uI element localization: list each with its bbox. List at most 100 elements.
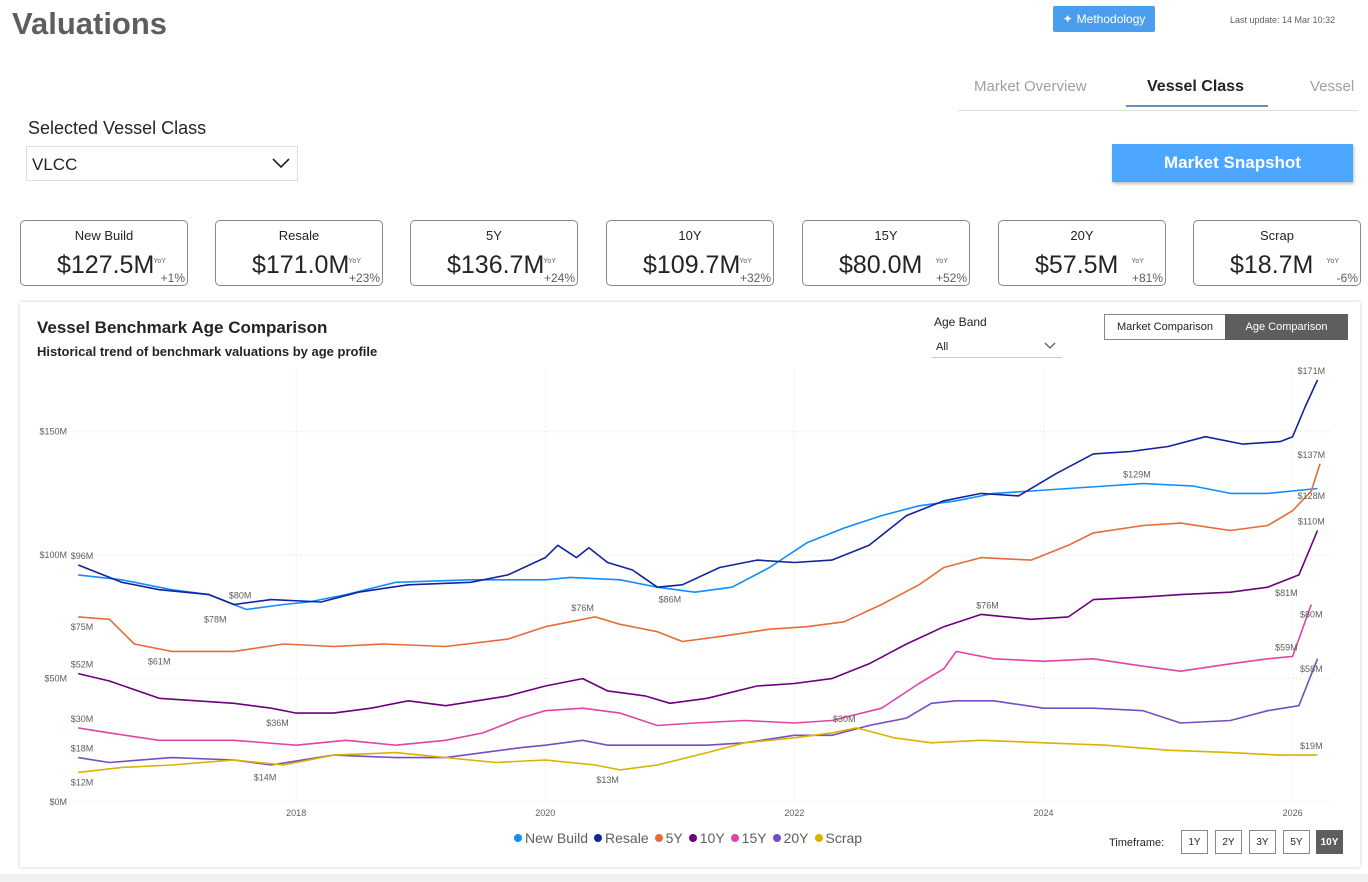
timeframe-1y-button[interactable]: 1Y [1181, 830, 1208, 854]
kpi-change: +24% [543, 271, 575, 285]
bottom-strip [0, 874, 1368, 882]
legend-label: 5Y [665, 830, 683, 846]
kpi-value: $136.7M [447, 251, 545, 279]
data-label: $76M [571, 603, 594, 613]
series-line-scrap [78, 727, 1318, 774]
legend-dot [814, 834, 823, 842]
methodology-label: Methodology [1076, 12, 1146, 26]
x-tick-label: 2020 [535, 808, 555, 818]
kpi-title: 10Y [678, 228, 702, 243]
legend-label: 15Y [741, 830, 767, 846]
y-tick-label: $0M [49, 797, 67, 807]
data-label: $19M [1300, 741, 1323, 751]
data-label: $137M [1298, 450, 1326, 460]
page-title: Valuations [12, 6, 168, 41]
age-band-value: All [936, 341, 949, 353]
kpi-value: $109.7M [643, 251, 741, 279]
legend-item-20y[interactable]: 20Y [772, 830, 809, 846]
data-label: $171M [1298, 366, 1326, 376]
age-comparison-toggle[interactable]: Age Comparison [1225, 314, 1348, 340]
kpi-title: 15Y [874, 228, 898, 243]
active-tab-indicator [1126, 105, 1268, 107]
legend-dot [514, 834, 522, 842]
chart-legend: New Build Resale 5Y 10Y 15Y 20Y Scrap [514, 830, 862, 846]
last-update: Last update: 14 Mar 10:32 [1230, 15, 1336, 25]
legend-label: 20Y [783, 830, 809, 846]
kpi-value: $80.0M [839, 251, 923, 279]
tab-vessel[interactable]: Vessel [1310, 78, 1355, 95]
market-snapshot-button[interactable]: Market Snapshot [1112, 144, 1353, 182]
kpi-change: +81% [1131, 271, 1163, 285]
timeframe-3y-button[interactable]: 3Y [1249, 830, 1276, 854]
kpi-card-20y: 20Y $57.5M YoY +81% [998, 220, 1166, 286]
data-label: $59M [1275, 642, 1298, 652]
series-line-10y [78, 530, 1319, 714]
legend-dot [688, 834, 697, 842]
data-label: $13M [596, 775, 619, 785]
data-label: $12M [71, 777, 94, 787]
legend-item-15y[interactable]: 15Y [730, 830, 767, 846]
kpi-card-new-build: New Build $127.5M YoY +1% [20, 220, 188, 286]
vessel-class-dropdown[interactable]: VLCC [26, 146, 298, 181]
data-label: $80M [1300, 610, 1323, 620]
legend-dot [654, 834, 663, 842]
chevron-down-icon [1044, 342, 1056, 349]
kpi-card-scrap: Scrap $18.7M YoY -6% [1193, 220, 1361, 286]
kpi-title: Scrap [1260, 228, 1294, 243]
kpi-card-15y: 15Y $80.0M YoY +52% [802, 220, 970, 286]
legend-item-scrap[interactable]: Scrap [814, 830, 863, 846]
kpi-title: 5Y [486, 228, 502, 243]
kpi-yoy-label: YoY [543, 258, 556, 265]
kpi-card-resale: Resale $171.0M YoY +23% [215, 220, 383, 286]
kpi-change: -6% [1336, 271, 1358, 285]
data-label: $76M [976, 600, 999, 610]
legend-dot [730, 834, 739, 842]
kpi-yoy-label: YoY [348, 258, 361, 265]
series-line-5y [78, 463, 1321, 653]
benchmark-chart-panel: Vessel Benchmark Age Comparison Historic… [20, 302, 1360, 867]
data-label: $129M [1123, 470, 1151, 480]
tab-market-overview[interactable]: Market Overview [974, 78, 1087, 95]
timeframe-5y-button[interactable]: 5Y [1283, 830, 1310, 854]
timeframe-label: Timeframe: [1109, 837, 1165, 849]
age-band-dropdown[interactable]: All [932, 335, 1062, 358]
kpi-yoy-label: YoY [1131, 258, 1144, 265]
timeframe-2y-button[interactable]: 2Y [1215, 830, 1242, 854]
kpi-value: $57.5M [1035, 251, 1119, 279]
legend-dot [772, 834, 781, 842]
legend-item-new-build[interactable]: New Build [514, 830, 588, 846]
chart-title: Vessel Benchmark Age Comparison [37, 318, 328, 337]
timeframe-10y-button[interactable]: 10Y [1316, 830, 1343, 854]
legend-label: 10Y [699, 830, 725, 846]
kpi-yoy-label: YoY [153, 258, 166, 265]
tab-vessel-class[interactable]: Vessel Class [1147, 78, 1244, 95]
legend-label: New Build [525, 830, 589, 846]
legend-label: Scrap [825, 830, 863, 846]
kpi-title: New Build [74, 228, 134, 243]
market-comparison-toggle[interactable]: Market Comparison [1104, 314, 1226, 340]
kpi-yoy-label: YoY [935, 258, 948, 265]
data-label: $61M [148, 656, 171, 666]
legend-item-10y[interactable]: 10Y [688, 830, 725, 846]
vessel-class-label: Selected Vessel Class [28, 118, 207, 138]
data-label: $110M [1298, 516, 1325, 526]
data-label: $128M [1298, 491, 1326, 501]
data-label: $75M [71, 622, 94, 632]
series-line-new-build [78, 482, 1318, 611]
chevron-down-icon [272, 158, 290, 169]
kpi-change: +1% [160, 271, 185, 285]
legend-dot [594, 834, 603, 842]
legend-item-resale[interactable]: Resale [594, 830, 649, 846]
data-label: $78M [204, 614, 227, 624]
series-line-20y [78, 658, 1319, 766]
kpi-change: +52% [935, 271, 967, 285]
kpi-value: $171.0M [252, 251, 350, 279]
chart-subtitle: Historical trend of benchmark valuations… [37, 344, 378, 359]
methodology-button[interactable]: ✦ Methodology [1053, 6, 1155, 32]
data-label: $80M [229, 591, 252, 601]
legend-item-5y[interactable]: 5Y [654, 830, 683, 846]
y-tick-label: $50M [44, 674, 67, 684]
kpi-yoy-label: YoY [1326, 258, 1339, 265]
kpi-yoy-label: YoY [739, 258, 752, 265]
data-label: $36M [266, 718, 289, 728]
